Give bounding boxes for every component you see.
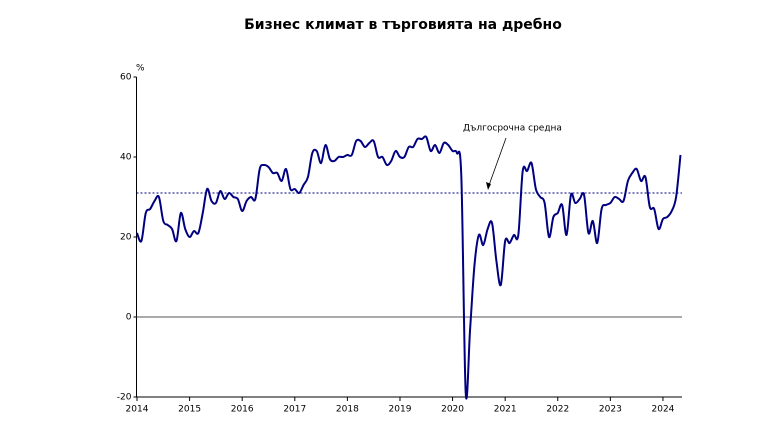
arrow-head: [486, 182, 491, 190]
y-tick-label: 40: [120, 153, 132, 163]
x-tick-label: 2022: [546, 405, 569, 415]
x-tick-label: 2021: [494, 405, 517, 415]
average-label: Дългосрочна средна: [463, 124, 562, 134]
chart-title: Бизнес климат в търговията на дребно: [244, 17, 562, 33]
data-line: [136, 135, 682, 400]
x-tick-label: 2020: [441, 405, 464, 415]
y-tick-label: 0: [126, 313, 132, 323]
x-tick-label: 2014: [126, 405, 149, 415]
x-tick-label: 2019: [389, 405, 412, 415]
x-tick-label: 2017: [283, 405, 306, 415]
x-tick-label: 2024: [652, 405, 675, 415]
x-tick-label: 2016: [231, 405, 254, 415]
x-tick-label: 2015: [178, 405, 201, 415]
y-tick-label: 60: [120, 73, 132, 83]
y-tick-label: 20: [120, 233, 132, 243]
x-tick-label: 2018: [336, 405, 359, 415]
x-tick-label: 2023: [599, 405, 622, 415]
y-unit: %: [136, 64, 145, 74]
y-tick-label: -20: [117, 393, 132, 403]
annotation-arrow: [487, 137, 507, 189]
